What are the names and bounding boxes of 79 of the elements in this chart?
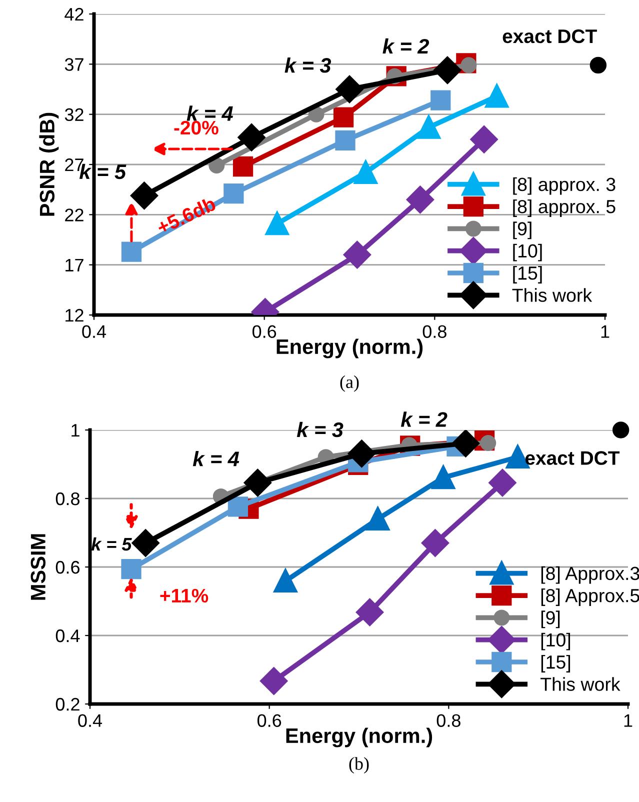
point xyxy=(590,56,607,74)
x-tick-label: 0.8 xyxy=(422,325,446,338)
point xyxy=(344,241,371,268)
point xyxy=(132,530,160,557)
point xyxy=(266,212,289,236)
legend-label: [9] xyxy=(541,610,560,628)
x-tick-label: 0.4 xyxy=(78,714,102,727)
annotation: k = 2 xyxy=(382,38,430,54)
point xyxy=(452,430,480,457)
point xyxy=(228,496,248,517)
point xyxy=(432,466,455,490)
point xyxy=(470,126,498,153)
point xyxy=(121,558,142,580)
legend-label: [15] xyxy=(541,654,570,672)
y-tick-label: 0.8 xyxy=(56,492,80,506)
annotation: k = 5 xyxy=(91,537,132,551)
text: (b) xyxy=(349,757,369,774)
legend-label: [10] xyxy=(541,632,570,650)
point xyxy=(417,116,440,139)
annotation: k = 3 xyxy=(284,57,332,73)
y-tick-label: 1 xyxy=(72,424,80,437)
y-tick-label: 12 xyxy=(66,308,84,322)
point xyxy=(208,158,225,174)
point xyxy=(406,186,434,214)
x-tick-label: 0.6 xyxy=(252,325,276,338)
annotation: -20% xyxy=(174,120,218,135)
text: (a) xyxy=(340,375,359,392)
point xyxy=(244,469,272,496)
annotation: k = 4 xyxy=(186,106,233,121)
point xyxy=(130,182,158,210)
point xyxy=(121,242,142,262)
point xyxy=(612,422,630,438)
y-tick-label: 22 xyxy=(65,208,84,222)
legend-label: This work xyxy=(512,288,592,302)
x-axis-title: Energy (norm.) xyxy=(276,338,423,358)
y-tick-label: 0.2 xyxy=(56,698,80,711)
point xyxy=(336,76,364,103)
annotation: exact DCT xyxy=(525,451,620,465)
legend-label: [9] xyxy=(513,222,532,240)
y-tick-label: 32 xyxy=(64,108,84,122)
legend-label: [8] Approx.5 xyxy=(541,588,639,606)
point xyxy=(434,56,461,84)
legend-label: This work xyxy=(540,677,620,691)
legend-label: [10] xyxy=(513,244,542,262)
y-tick-label: 17 xyxy=(66,258,84,272)
point xyxy=(260,668,288,695)
y-tick-label: 37 xyxy=(64,58,84,71)
point xyxy=(308,106,324,122)
annotation: +11% xyxy=(160,588,208,603)
point xyxy=(224,184,244,204)
y-axis-title: PSNR (dB) xyxy=(39,112,59,216)
x-axis-title: Energy (norm.) xyxy=(286,728,432,748)
point xyxy=(488,469,516,496)
legend-label: [15] xyxy=(513,266,542,284)
annotation: +5.6db xyxy=(156,196,217,235)
annotation: k = 2 xyxy=(400,412,448,427)
x-tick-label: 0.4 xyxy=(82,325,106,338)
point xyxy=(335,130,356,150)
x-tick-label: 1 xyxy=(601,325,610,338)
x-tick-label: 0.6 xyxy=(257,714,282,727)
point xyxy=(422,530,449,557)
point xyxy=(430,90,451,110)
y-tick-label: 0.6 xyxy=(56,560,80,574)
y-tick-label: 0.4 xyxy=(56,629,80,642)
annotation: k = 3 xyxy=(296,422,344,438)
legend-label: [8] Approx.3 xyxy=(541,566,639,584)
point xyxy=(356,598,384,626)
x-tick-label: 0.8 xyxy=(436,714,460,727)
point xyxy=(333,107,354,128)
x-tick-label: 1 xyxy=(624,714,632,727)
legend-label: [8] approx. 3 xyxy=(513,177,616,195)
annotation: k = 4 xyxy=(192,450,240,466)
point xyxy=(485,84,508,108)
point xyxy=(238,124,266,151)
point xyxy=(232,156,254,177)
y-axis-title: MSSIM xyxy=(30,534,46,600)
y-tick-label: 42 xyxy=(64,8,84,21)
legend-label: [8] approx. 5 xyxy=(513,199,616,217)
annotation: exact DCT xyxy=(502,29,597,44)
